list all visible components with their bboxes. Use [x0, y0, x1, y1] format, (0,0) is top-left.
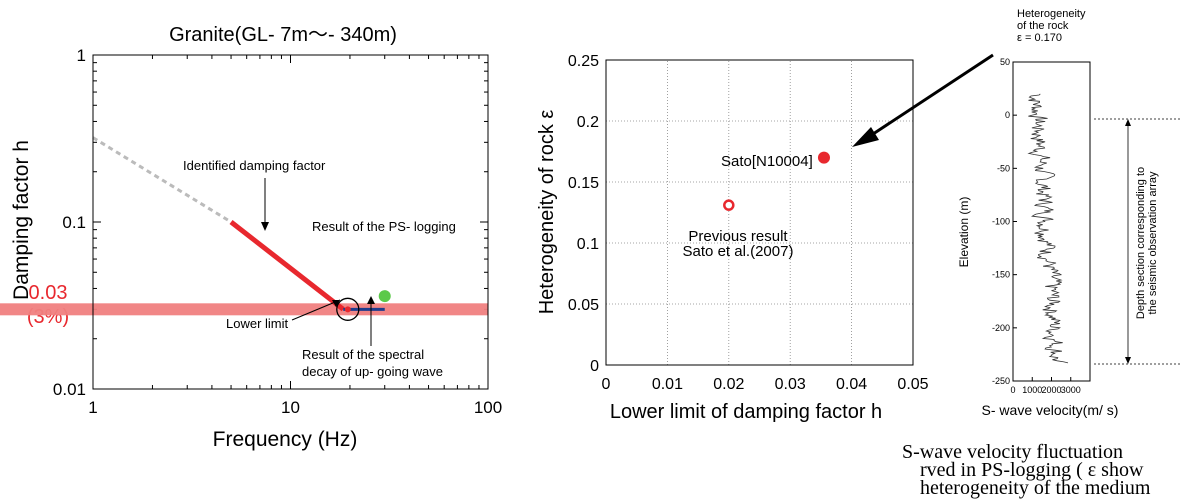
depth-section-label-2: the seismic observation array — [1147, 171, 1159, 315]
depth-bracket-bottom-arrow — [1125, 357, 1131, 364]
mid-y-tick-label: 0.25 — [568, 53, 599, 70]
right-chart-ylabel: Elevation (m) — [957, 197, 971, 268]
caption-line-3: heterogeneity of the medium — [920, 477, 1151, 499]
left-y-tick-label: 1 — [77, 46, 86, 65]
extrapolated-line — [92, 136, 232, 224]
identified-arrowhead — [261, 222, 269, 231]
identified-label: Identified damping factor — [183, 158, 326, 173]
left-x-tick-label: 1 — [88, 398, 97, 417]
right-x-tick-label: 3000 — [1061, 385, 1081, 395]
mid-y-tick-label: 0.05 — [568, 297, 599, 314]
mid-y-tick-label: 0.1 — [577, 236, 599, 253]
left-chart-xlabel: Frequency (Hz) — [213, 428, 358, 451]
heterogeneity-callout: Heterogeneity of the rock ε = 0.170 — [852, 8, 1086, 147]
callout-line-2: of the rock — [1017, 20, 1069, 32]
right-chart-xlabel: S- wave velocity(m/ s) — [982, 402, 1119, 418]
lower-limit-point — [344, 306, 351, 313]
mid-x-tick-label: 0.04 — [836, 376, 867, 393]
ps-logging-label: Result of the PS- logging — [312, 219, 456, 234]
heterogeneity-chart: 0 0.01 0.02 0.03 0.04 0.05 0 0.05 0.1 0.15 0.2 0.25… — [536, 53, 929, 423]
left-chart-ticks: 1 10 100 0.01 0.1 1 — [53, 46, 502, 417]
mid-chart-marks — [723, 151, 830, 211]
band-value-label: 0.03 — [29, 282, 68, 304]
previous-result-label-2: Sato et al.(2007) — [683, 243, 794, 260]
ps-logging-point — [378, 290, 391, 303]
left-chart-ylabel: Damping factor h — [10, 140, 33, 300]
left-chart-title: Granite(GL- 7m〜- 340m) — [169, 24, 397, 46]
mid-chart-xlabel: Lower limit of damping factor h — [610, 401, 882, 423]
mid-x-tick-label: 0.03 — [775, 376, 806, 393]
mid-chart-ticks: 0 0.01 0.02 0.03 0.04 0.05 0 0.05 0.1 0.15 0.2 0.25 — [568, 53, 929, 393]
mid-y-tick-label: 0 — [590, 358, 599, 375]
lower-limit-circle — [336, 297, 360, 321]
mid-chart-grid — [606, 60, 913, 365]
left-y-tick-label: 0.01 — [53, 380, 86, 399]
left-x-tick-label: 100 — [474, 398, 502, 417]
velocity-profile-line — [1027, 93, 1069, 364]
spectral-arrowhead — [367, 296, 375, 304]
mid-x-tick-label: 0.05 — [897, 376, 928, 393]
right-x-tick-label: 1000 — [1022, 385, 1042, 395]
sato-n10004-label: Sato[N10004] — [721, 153, 813, 170]
damping-band — [0, 303, 488, 316]
callout-line-3: ε = 0.170 — [1017, 32, 1062, 44]
lower-limit-label: Lower limit — [226, 316, 289, 331]
mid-y-tick-label: 0.15 — [568, 175, 599, 192]
right-y-tick-label: -200 — [992, 323, 1010, 333]
mid-x-tick-label: 0.02 — [713, 376, 744, 393]
spectral-label-1: Result of the spectral — [302, 347, 424, 362]
caption: S-wave velocity fluctuation rved in PS-l… — [902, 441, 1151, 499]
mid-chart-frame — [605, 59, 914, 366]
left-x-tick-label: 10 — [281, 398, 300, 417]
caption-line-1: S-wave velocity fluctuation — [902, 441, 1123, 463]
right-y-tick-label: -50 — [997, 163, 1010, 173]
right-x-tick-label: 2000 — [1041, 385, 1061, 395]
right-x-tick-label: 0 — [1010, 385, 1015, 395]
right-chart-frame — [1012, 61, 1091, 382]
damping-chart: Granite(GL- 7m〜- 340m) 1 10 100 0.01 0.1 1 Da… — [0, 24, 502, 451]
left-y-tick-label: 0.1 — [62, 213, 86, 232]
left-chart-marks — [0, 136, 488, 321]
mid-x-tick-label: 0.01 — [652, 376, 683, 393]
left-chart-frame — [92, 54, 489, 390]
right-y-tick-label: -250 — [992, 376, 1010, 386]
identified-damping-line — [229, 220, 345, 312]
mid-y-tick-label: 0.2 — [577, 114, 599, 131]
callout-arrowhead — [852, 127, 879, 147]
depth-section-label-1: Depth section corresponding to — [1135, 167, 1147, 319]
right-y-tick-label: 0 — [1005, 110, 1010, 120]
caption-line-2: rved in PS-logging ( ε show — [920, 459, 1144, 481]
right-y-tick-label: 50 — [1000, 57, 1010, 67]
depth-bracket-top-arrow — [1125, 119, 1131, 126]
previous-result-label-1: Previous result — [688, 228, 788, 245]
mid-chart-ylabel: Heterogeneity of rock ε — [536, 110, 558, 315]
callout-line-1: Heterogeneity — [1017, 8, 1086, 20]
right-y-tick-label: -150 — [992, 270, 1010, 280]
callout-arrow — [869, 53, 994, 138]
right-y-tick-label: -100 — [992, 217, 1010, 227]
sato-n10004-point — [817, 151, 830, 164]
lower-limit-arrow — [291, 299, 341, 321]
previous-result-point — [723, 199, 735, 211]
lower-limit-arrowhead — [332, 300, 340, 307]
mid-x-tick-label: 0 — [602, 376, 611, 393]
spectral-label-2: decay of up- going wave — [302, 364, 443, 379]
